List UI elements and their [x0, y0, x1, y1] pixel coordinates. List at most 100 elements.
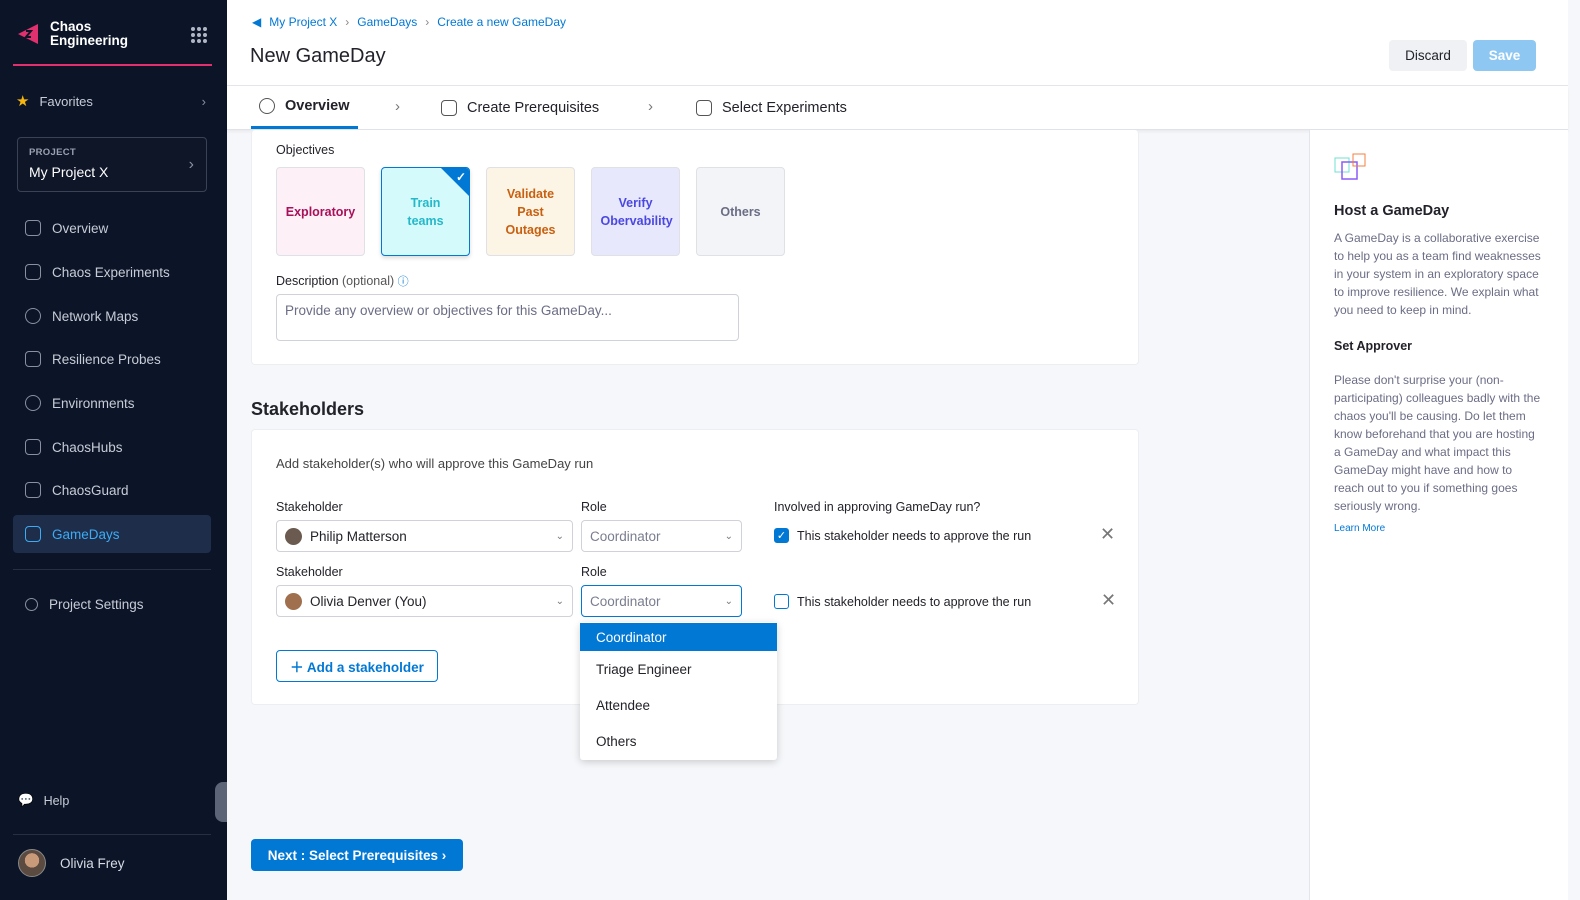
objective-validate-past-outages[interactable]: Validate Past Outages: [486, 167, 575, 256]
sidebar-item-chaosguard[interactable]: ChaosGuard: [13, 471, 211, 509]
discard-button[interactable]: Discard: [1389, 40, 1467, 71]
nav-label: ChaosHubs: [52, 439, 123, 455]
objective-label: Validate Past Outages: [505, 186, 556, 237]
role-value: Coordinator: [590, 528, 661, 544]
lock-icon: [25, 482, 41, 498]
sidebar-collapse-handle[interactable]: [215, 782, 227, 822]
plus-icon: ＋: [290, 660, 307, 675]
brand-name: Chaos Engineering: [50, 19, 129, 48]
approve-checkbox[interactable]: This stakeholder needs to approve the ru…: [774, 594, 1031, 609]
next-label: Next : Select Prerequisites: [267, 847, 439, 863]
role-label: Role: [581, 500, 607, 514]
breadcrumb: ◀ My Project X › GameDays › Create a new G…: [252, 15, 567, 29]
tab-label: Overview: [285, 98, 350, 114]
menu-item-others[interactable]: Others: [596, 733, 637, 749]
app-grid-icon[interactable]: [191, 27, 207, 43]
save-button[interactable]: Save: [1473, 40, 1536, 71]
remove-stakeholder-close-icon[interactable]: ✕: [1101, 590, 1117, 610]
project-selector[interactable]: PROJECT My Project X ›: [17, 137, 207, 192]
role-dropdown-menu: Coordinator Triage Engineer Attendee Oth…: [580, 622, 777, 760]
approve-text: This stakeholder needs to approve the ru…: [797, 594, 1032, 609]
description-input[interactable]: Provide any overview or objectives for t…: [276, 294, 739, 341]
chevron-down-icon: ⌄: [555, 595, 564, 607]
role-select[interactable]: Coordinator ⌄: [581, 585, 742, 617]
nav-label: Resilience Probes: [52, 351, 161, 367]
remove-stakeholder-close-icon[interactable]: ✕: [1100, 524, 1116, 544]
sidebar-item-gamedays[interactable]: GameDays: [13, 515, 211, 553]
prerequisites-icon: [441, 99, 457, 116]
divider: [13, 834, 211, 835]
sidebar-item-environments[interactable]: Environments: [13, 384, 211, 422]
help-label: Help: [43, 793, 70, 808]
role-label: Role: [581, 565, 607, 579]
sidebar-item-network-maps[interactable]: Network Maps: [13, 297, 211, 335]
nav-label: Overview: [52, 220, 109, 236]
network-icon: [25, 308, 41, 324]
chevron-down-icon: ⌄: [724, 595, 733, 607]
stakeholder-name: Philip Matterson: [310, 528, 407, 544]
project-name: My Project X: [29, 164, 109, 180]
project-icon: ◀: [252, 15, 262, 29]
tab-label: Select Experiments: [722, 99, 847, 116]
tab-create-prerequisites[interactable]: Create Prerequisites: [441, 86, 599, 129]
learn-more-link[interactable]: Learn More: [1334, 523, 1386, 534]
chevron-down-icon: ⌄: [555, 530, 564, 542]
brand-logo[interactable]: Chaos Engineering: [16, 20, 130, 48]
sidebar-item-chaos-experiments[interactable]: Chaos Experiments: [13, 253, 211, 291]
help-link[interactable]: 💬 Help: [18, 793, 69, 808]
objective-verify-observability[interactable]: Verify Obervability: [591, 167, 680, 256]
chevron-right-icon: ›: [201, 93, 206, 109]
sidebar-item-resilience-probes[interactable]: Resilience Probes: [13, 340, 211, 378]
menu-item-coordinator[interactable]: Coordinator: [580, 623, 777, 651]
role-select[interactable]: Coordinator ⌄: [581, 520, 742, 552]
nav-label: Environments: [52, 395, 135, 411]
overview-icon: [259, 98, 275, 114]
stakeholders-intro: Add stakeholder(s) who will approve this…: [276, 456, 594, 471]
tab-overview[interactable]: Overview: [251, 86, 358, 129]
involved-label: Involved in approving GameDay run?: [774, 500, 981, 514]
stakeholder-select[interactable]: Philip Matterson ⌄: [276, 520, 573, 552]
divider: [13, 569, 211, 570]
objective-others[interactable]: Others: [696, 167, 785, 256]
info-title: Host a GameDay: [1334, 203, 1450, 219]
description-label: Description (optional) ⓘ: [276, 274, 409, 288]
chevron-right-icon: ›: [395, 98, 400, 115]
tab-select-experiments[interactable]: Select Experiments: [696, 86, 847, 129]
sidebar-item-overview[interactable]: Overview: [13, 209, 211, 247]
tab-label: Create Prerequisites: [467, 99, 600, 116]
menu-item-attendee[interactable]: Attendee: [596, 697, 651, 713]
star-icon: ★: [16, 93, 30, 110]
sidebar-item-chaoshubs[interactable]: ChaosHubs: [13, 428, 211, 466]
nav-label: GameDays: [52, 526, 120, 542]
objective-exploratory[interactable]: Exploratory: [276, 167, 365, 256]
breadcrumb-gamedays[interactable]: GameDays: [357, 15, 418, 29]
menu-item-triage-engineer[interactable]: Triage Engineer: [596, 661, 692, 677]
stakeholder-select[interactable]: Olivia Denver (You) ⌄: [276, 585, 573, 617]
stakeholder-label: Stakeholder: [276, 565, 343, 579]
favorites[interactable]: ★ Favorites ›: [16, 92, 206, 110]
page-header: ◀ My Project X › GameDays › Create a new G…: [227, 0, 1568, 86]
cubes-illustration-icon: [1334, 153, 1366, 180]
approver-title: Set Approver: [1334, 339, 1413, 353]
add-stakeholder-button[interactable]: ＋ Add a stakeholder: [276, 650, 438, 682]
user-profile[interactable]: Olivia Frey: [18, 849, 125, 877]
approve-checkbox[interactable]: ✓ This stakeholder needs to approve the r…: [774, 528, 1031, 543]
objective-train-teams[interactable]: ✓ Train teams: [381, 167, 470, 256]
info-icon: ⓘ: [397, 276, 409, 288]
breadcrumb-project[interactable]: My Project X: [269, 15, 338, 29]
help-icon: 💬: [18, 793, 34, 807]
home-icon: [25, 220, 41, 236]
avatar: [18, 849, 46, 877]
approver-text: Please don't surprise your (non-particip…: [1334, 373, 1541, 513]
breadcrumb-create[interactable]: Create a new GameDay: [437, 15, 567, 29]
nav-label: Chaos Experiments: [52, 264, 170, 280]
environments-icon: [25, 395, 41, 411]
sidebar-item-project-settings[interactable]: Project Settings: [13, 585, 211, 623]
objectives-label: Objectives: [276, 143, 335, 157]
hub-icon: [25, 439, 41, 455]
selected-corner: [441, 168, 469, 196]
project-label: PROJECT: [29, 147, 76, 158]
chevron-right-icon: ›: [648, 98, 653, 115]
next-button[interactable]: Next : Select Prerequisites ›: [251, 839, 463, 871]
avatar: [285, 527, 302, 545]
